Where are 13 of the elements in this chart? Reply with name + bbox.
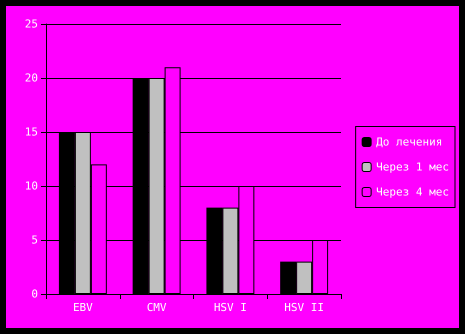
y-tick-label: 10	[24, 180, 38, 192]
legend-label: До лечения	[376, 136, 442, 148]
y-tick-label: 25	[24, 18, 38, 30]
y-tick-label: 15	[24, 126, 38, 138]
y-tick-label: 0	[31, 288, 38, 300]
x-tick-label: EBV	[72, 301, 94, 314]
legend-label: Через 1 мес	[376, 160, 450, 174]
y-tick-label: 5	[31, 234, 38, 246]
legend-label: Через 4 мес	[376, 186, 450, 198]
x-tick-label: CMV	[146, 301, 167, 314]
x-tick-label: HSV I	[214, 301, 247, 314]
y-tick-label: 20	[24, 72, 38, 84]
x-tick-label: HSV II	[284, 301, 324, 314]
